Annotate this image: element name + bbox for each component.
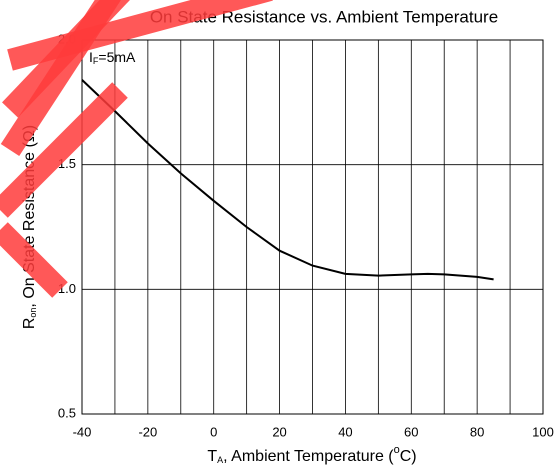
x-tick-label: -20 xyxy=(138,424,157,439)
x-tick-label: 80 xyxy=(470,424,484,439)
watermark-stripe xyxy=(0,82,128,218)
x-tick-label: 0 xyxy=(210,424,217,439)
annotation: IF=5mA xyxy=(89,49,136,67)
x-tick-label: 60 xyxy=(404,424,418,439)
watermark-stripe xyxy=(7,0,273,71)
data-line xyxy=(81,79,494,281)
chart-title: On State Resistance vs. Ambient Temperat… xyxy=(150,7,498,26)
x-tick-label: 100 xyxy=(532,424,554,439)
x-axis-label: TA, Ambient Temperature (oC) xyxy=(207,444,416,465)
y-tick-label: 0.5 xyxy=(58,405,76,420)
x-tick-label: 40 xyxy=(338,424,352,439)
watermark-stripe xyxy=(0,0,121,157)
x-tick-label: -40 xyxy=(73,424,92,439)
y-axis-label: Ron, On State Resistance (Ω) xyxy=(21,125,38,329)
watermark-stripe xyxy=(0,222,68,298)
x-tick-label: 20 xyxy=(272,424,286,439)
